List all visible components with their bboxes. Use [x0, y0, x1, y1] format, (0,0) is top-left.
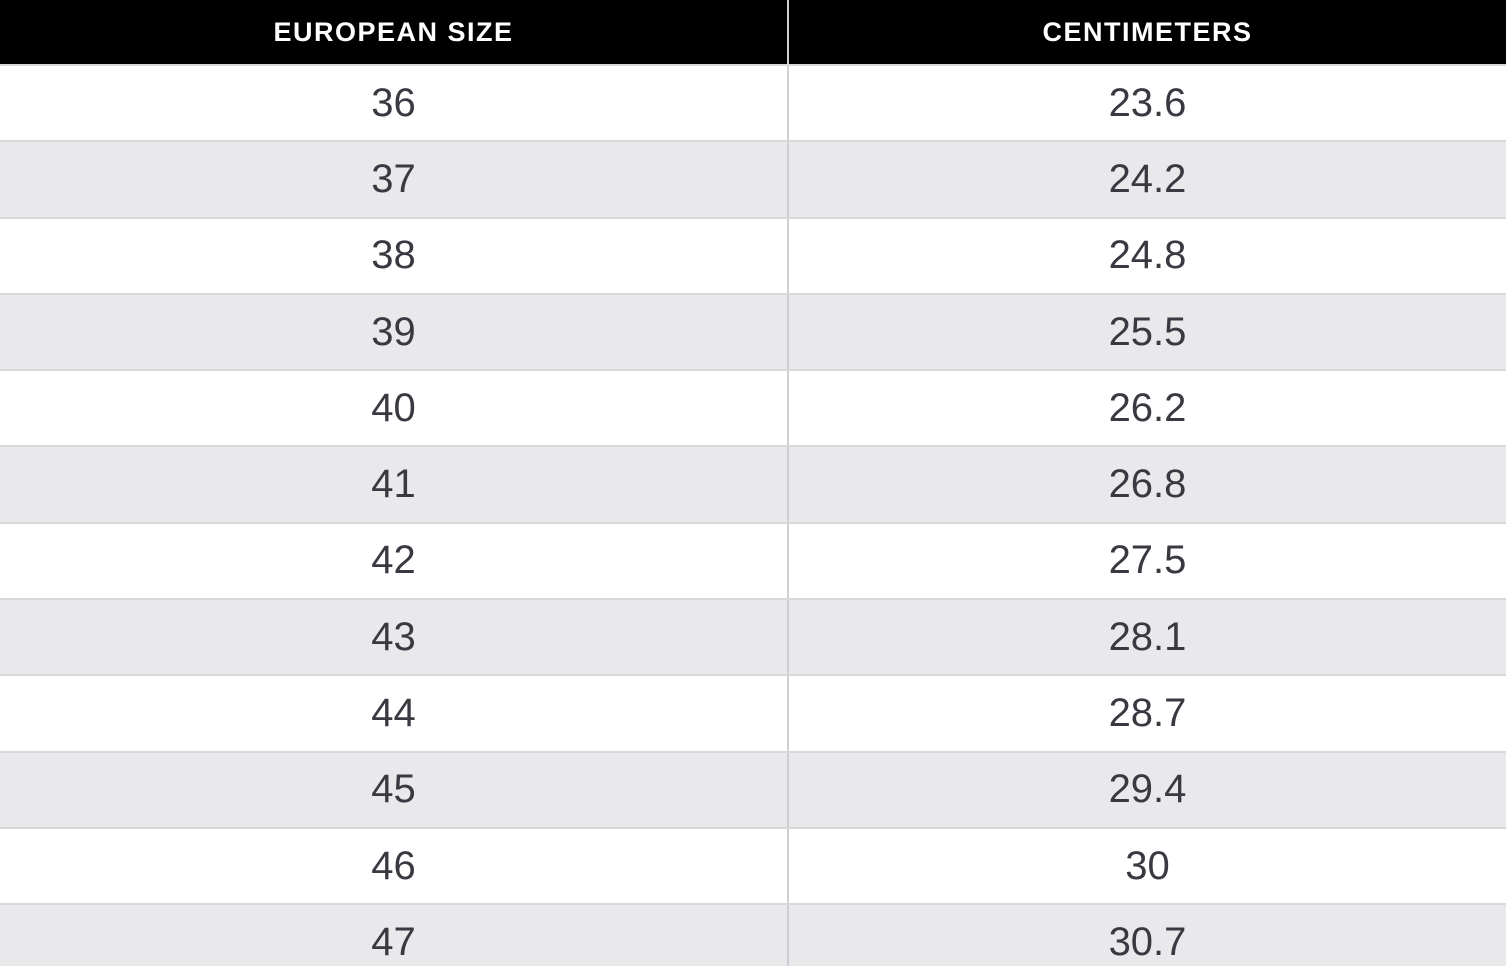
cm-cell: 26.2	[1108, 385, 1187, 430]
table-row: 37 24.2	[0, 140, 1506, 217]
table-row: 43 28.1	[0, 598, 1506, 675]
cm-cell: 30.7	[1108, 919, 1187, 964]
cm-cell: 24.2	[1108, 156, 1187, 201]
cm-cell: 24.8	[1108, 233, 1187, 278]
table-header-row: EUROPEAN SIZE CENTIMETERS	[0, 0, 1506, 64]
size-cell: 43	[0, 600, 789, 675]
table-row: 44 28.7	[0, 674, 1506, 751]
table-row: 39 25.5	[0, 292, 1506, 370]
table-row: 46 30	[0, 826, 1506, 904]
size-cell: 42	[0, 523, 789, 599]
table-row: 36 23.6	[0, 64, 1506, 141]
cm-cell: 27.5	[1108, 538, 1187, 583]
size-cell: 46	[0, 828, 789, 904]
table-row: 38 24.8	[0, 216, 1506, 293]
cm-cell: 28.1	[1108, 614, 1187, 659]
cm-cell: 29.4	[1108, 767, 1187, 812]
size-cell: 39	[0, 294, 789, 370]
size-cell: 47	[0, 905, 789, 966]
size-cell: 37	[0, 142, 789, 217]
size-cell: 45	[0, 752, 789, 827]
column-header-centimeters: CENTIMETERS	[1042, 16, 1253, 47]
cm-cell: 25.5	[1108, 309, 1187, 354]
cm-cell: 23.6	[1108, 80, 1187, 125]
table-row: 42 27.5	[0, 521, 1506, 599]
table-row: 40 26.2	[0, 369, 1506, 446]
table-row: 41 26.8	[0, 445, 1506, 522]
cm-cell: 26.8	[1108, 462, 1187, 507]
table-row: 47 30.7	[0, 903, 1506, 966]
size-cell: 38	[0, 218, 789, 293]
size-cell: 41	[0, 447, 789, 522]
size-cell: 40	[0, 371, 789, 446]
cm-cell: 28.7	[1108, 691, 1187, 736]
column-header-european-size: EUROPEAN SIZE	[0, 0, 789, 64]
cm-cell: 30	[1125, 843, 1170, 888]
size-cell: 44	[0, 676, 789, 751]
size-cell: 36	[0, 66, 789, 141]
table-row: 45 29.4	[0, 750, 1506, 827]
